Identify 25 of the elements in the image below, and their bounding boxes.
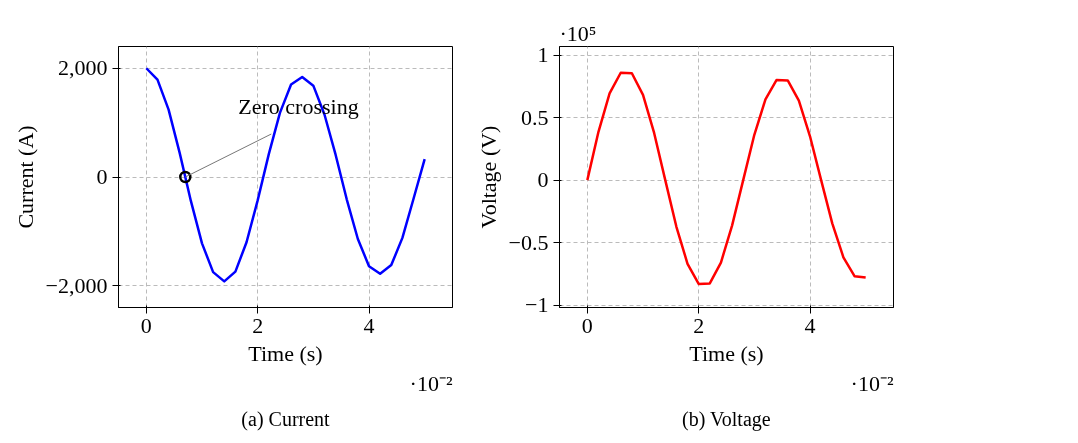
- y-tick-label: 0: [96, 164, 108, 189]
- x-tick-label: 4: [804, 312, 816, 338]
- y-tick-label: 1: [537, 42, 549, 68]
- x-tick-label: 2: [693, 312, 705, 338]
- line-series: [145, 67, 426, 283]
- y-tick-label: −2,000: [45, 272, 108, 298]
- text: ·10⁻²: [850, 370, 894, 396]
- y-tick-label: −0.5: [508, 229, 549, 255]
- x-tick-label: 2: [252, 312, 264, 338]
- y-tick-label: −1: [525, 292, 549, 317]
- x-axis-title: Time (s): [248, 340, 323, 366]
- x-tick-label: 4: [363, 312, 375, 338]
- x-axis-title: Time (s): [689, 340, 764, 366]
- text: (a) Current: [241, 407, 331, 431]
- y-axis-title: Voltage (V): [475, 125, 501, 229]
- y-tick-label: 2,000: [58, 55, 108, 81]
- text: ·10⁵: [559, 20, 597, 46]
- line-series: [586, 71, 867, 286]
- y-tick-label: 0: [537, 167, 549, 193]
- text: (b) Voltage: [681, 407, 771, 431]
- y-axis-title: Current (A): [12, 125, 38, 229]
- x-tick-label: 0: [581, 312, 593, 338]
- x-tick-label: 0: [140, 312, 152, 338]
- text: ·10⁻²: [409, 370, 453, 396]
- y-tick-label: 0.5: [521, 104, 549, 130]
